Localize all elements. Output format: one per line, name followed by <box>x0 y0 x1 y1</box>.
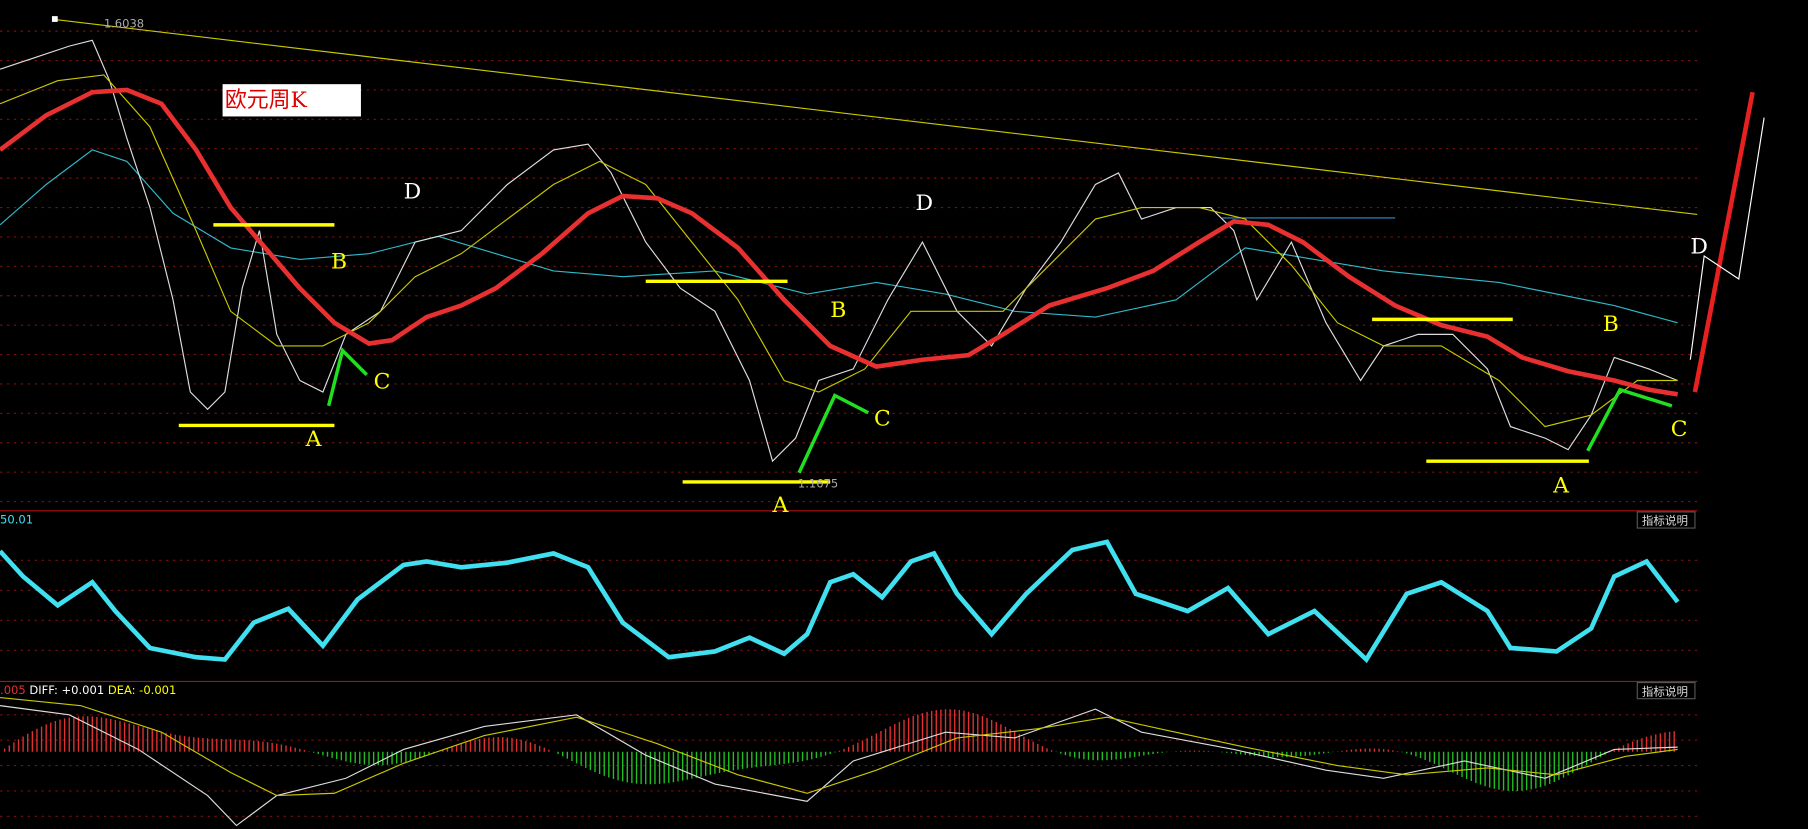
macd-diff-label: DIFF: +0.001 <box>29 683 104 697</box>
pattern-label: D <box>1690 235 1708 260</box>
pattern-label: B <box>1603 312 1619 337</box>
macd-button-text[interactable]: 指标说明 <box>1642 684 1688 698</box>
macd-dea <box>0 696 1678 797</box>
macd-histogram <box>3 709 1675 792</box>
ma-mid <box>0 74 1678 428</box>
macd-button[interactable] <box>1636 681 1696 700</box>
pattern-label: C <box>374 370 391 395</box>
macd-diff <box>0 705 1678 827</box>
pattern-label: D <box>404 179 422 204</box>
pattern-label: A <box>305 427 323 452</box>
support-lines <box>178 223 1589 484</box>
projection <box>1689 117 1765 360</box>
indicator-value: 50.01 <box>0 512 33 526</box>
pattern-label: A <box>1552 473 1570 498</box>
pattern-label: B <box>830 298 846 323</box>
macd-header: .005 DIFF: +0.001 DEA: -0.001 <box>0 683 176 697</box>
pattern-label: C <box>874 406 891 431</box>
pattern-label: A <box>772 493 790 518</box>
projection <box>1692 91 1755 393</box>
title-box <box>222 84 361 117</box>
swing-lines <box>326 347 1673 474</box>
indicator-button[interactable] <box>1636 511 1696 529</box>
macd-dea-label: DEA: -0.001 <box>108 683 176 697</box>
pattern-label: D <box>916 191 934 216</box>
macd-prefix: .005 <box>0 683 26 697</box>
indicator-button-text[interactable]: 指标说明 <box>1642 514 1688 528</box>
indicator-line <box>0 539 1680 664</box>
trend-line <box>55 19 1698 216</box>
pattern-label: B <box>331 250 347 275</box>
pattern-label: C <box>1671 417 1688 442</box>
high-label: 1.6038 <box>104 17 144 31</box>
marker <box>51 16 58 22</box>
low-label: 1.1675 <box>798 477 838 491</box>
price <box>0 39 1678 463</box>
title: 欧元周K <box>225 88 308 113</box>
ma-main <box>0 87 1679 397</box>
